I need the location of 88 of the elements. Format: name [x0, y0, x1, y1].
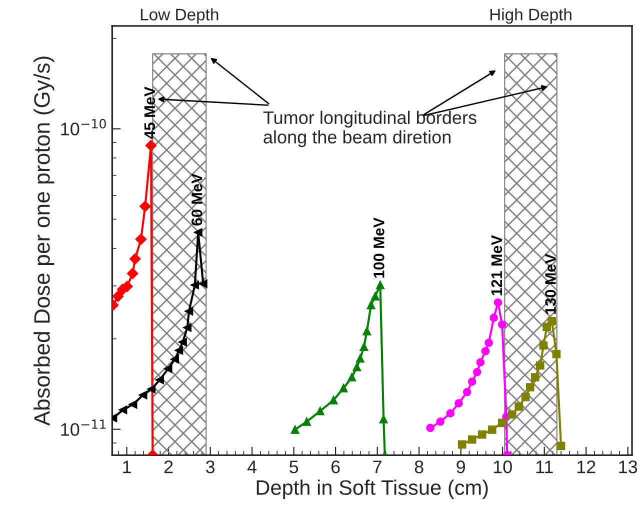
text: 45 MeV: [144, 86, 156, 139]
point: [379, 415, 388, 424]
point: [462, 388, 472, 396]
x-tick-label: 9: [456, 460, 465, 474]
point: [356, 354, 364, 363]
point: [526, 383, 534, 392]
x-tick-label: 11: [536, 460, 553, 474]
x-axis-title: Depth in Soft Tissue (cm): [256, 480, 488, 500]
point: [122, 280, 133, 292]
y-tick-label: 10$^{−10}$: [61, 118, 106, 136]
point: [484, 338, 493, 347]
point: [472, 368, 482, 376]
point: [199, 280, 208, 288]
point: [290, 425, 300, 434]
y-tick-label: 10$^{−11}$: [61, 420, 106, 436]
x-tick-label: 3: [206, 460, 215, 474]
x-tick-label: 10: [494, 460, 512, 474]
point: [352, 362, 362, 372]
point: [446, 409, 455, 418]
point: [362, 327, 372, 336]
point: [156, 376, 164, 384]
point: [170, 355, 179, 364]
point: [128, 400, 138, 409]
point: [488, 425, 496, 434]
text: 100 MeV: [374, 218, 384, 278]
y-axis-title: Absorbed Dose per one proton (Gy/s): [34, 56, 54, 426]
x-tick-label: 12: [577, 460, 596, 474]
point: [426, 424, 435, 432]
point: [458, 440, 466, 449]
point: [468, 378, 476, 386]
point: [164, 364, 172, 373]
point: [145, 140, 157, 152]
point: [476, 358, 485, 367]
point: [140, 200, 151, 212]
point: [436, 418, 445, 426]
point: [376, 280, 384, 290]
point: [366, 300, 376, 310]
text: 60 MeV: [191, 174, 202, 226]
point: [548, 316, 556, 326]
point: [556, 442, 566, 450]
point: [490, 314, 498, 322]
x-tick-label: 8: [414, 460, 424, 474]
x-tick-label: 13: [619, 460, 638, 474]
point: [329, 396, 338, 404]
point: [530, 373, 540, 382]
point: [147, 384, 156, 394]
text: 121 MeV: [491, 235, 502, 296]
point: [127, 268, 138, 280]
x-tick-label: 2: [164, 460, 173, 474]
point: [130, 253, 141, 264]
point: [454, 399, 463, 408]
band-label: Low Depth: [140, 8, 218, 24]
point: [371, 292, 380, 300]
x-tick-label: 1: [123, 460, 131, 474]
point: [514, 402, 524, 411]
point: [508, 410, 516, 419]
point: [194, 228, 202, 237]
point: [498, 320, 506, 329]
band-label: High Depth: [490, 8, 572, 24]
x-tick-label: 4: [247, 460, 257, 474]
annotation: Tumor longitudinal borders along the beam diretion: [263, 110, 476, 148]
point: [302, 418, 311, 426]
point: [112, 290, 124, 302]
point: [552, 350, 561, 358]
point: [316, 406, 324, 416]
point: [536, 361, 544, 370]
point: [481, 346, 490, 356]
point: [190, 280, 200, 290]
point: [468, 435, 476, 444]
point: [521, 392, 530, 402]
point: [138, 390, 148, 400]
point: [478, 430, 486, 439]
x-tick-label: 6: [331, 460, 340, 474]
x-tick-label: 7: [373, 460, 382, 474]
x-tick-label: 5: [290, 460, 298, 474]
point: [498, 418, 506, 428]
text: 130 MeV: [545, 254, 556, 314]
point: [174, 346, 184, 355]
point: [348, 373, 356, 382]
point: [360, 342, 368, 352]
point: [118, 406, 128, 414]
point: [539, 341, 548, 350]
point: [183, 323, 192, 332]
point: [494, 298, 502, 307]
point: [184, 307, 194, 316]
point: [339, 384, 348, 392]
point: [178, 338, 187, 346]
point: [135, 234, 147, 245]
